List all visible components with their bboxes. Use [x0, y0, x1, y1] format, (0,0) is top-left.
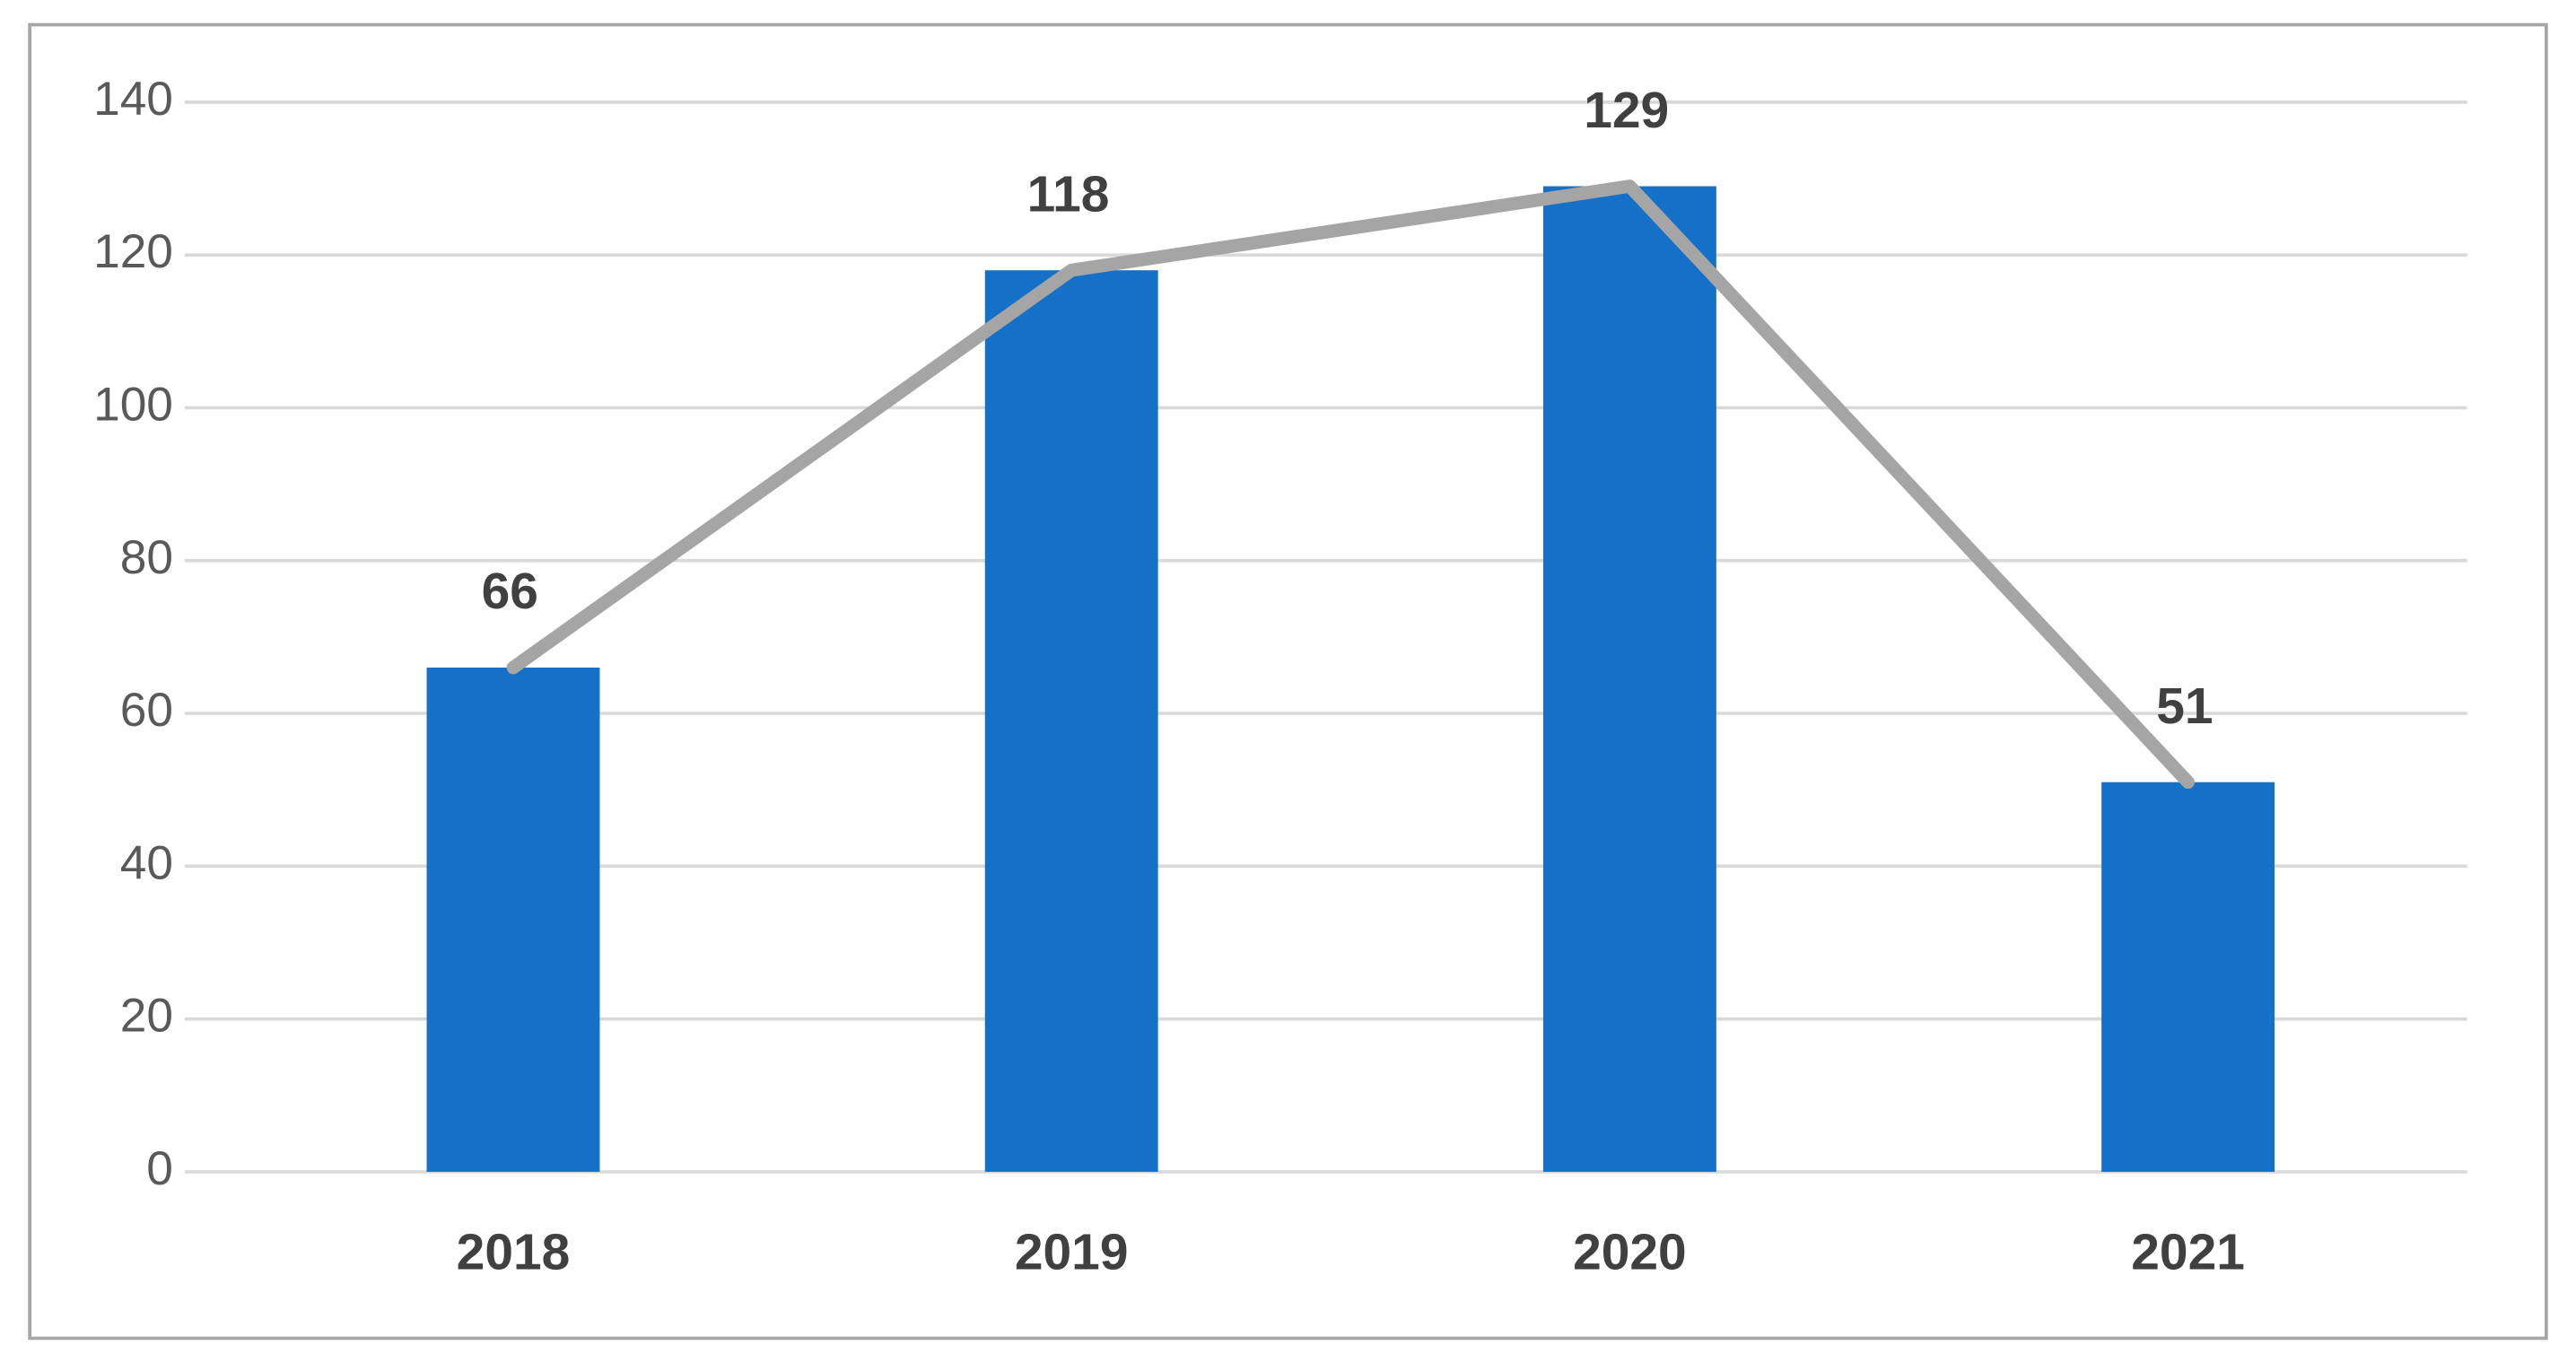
bar [1542, 186, 1716, 1172]
trend-line [506, 179, 2195, 790]
y-tick-label: 20 [120, 990, 173, 1043]
y-tick-label: 80 [120, 531, 173, 584]
bar [2101, 782, 2275, 1172]
data-label: 118 [1027, 165, 1110, 223]
y-tick-label: 40 [120, 836, 173, 889]
bar [984, 270, 1158, 1172]
y-tick-label: 140 [93, 73, 173, 126]
data-label: 66 [482, 563, 538, 620]
x-tick-label: 2018 [457, 1224, 571, 1281]
y-tick-label: 0 [146, 1142, 173, 1195]
x-tick-label: 2020 [1573, 1224, 1687, 1281]
data-label: 51 [2156, 677, 2213, 735]
x-tick-label: 2019 [1015, 1224, 1129, 1281]
x-tick-label: 2021 [2131, 1224, 2245, 1281]
y-tick-label: 60 [120, 684, 173, 737]
bar [426, 667, 600, 1172]
y-tick-label: 100 [93, 379, 173, 432]
data-label: 129 [1584, 82, 1669, 139]
y-tick-label: 120 [93, 225, 173, 278]
